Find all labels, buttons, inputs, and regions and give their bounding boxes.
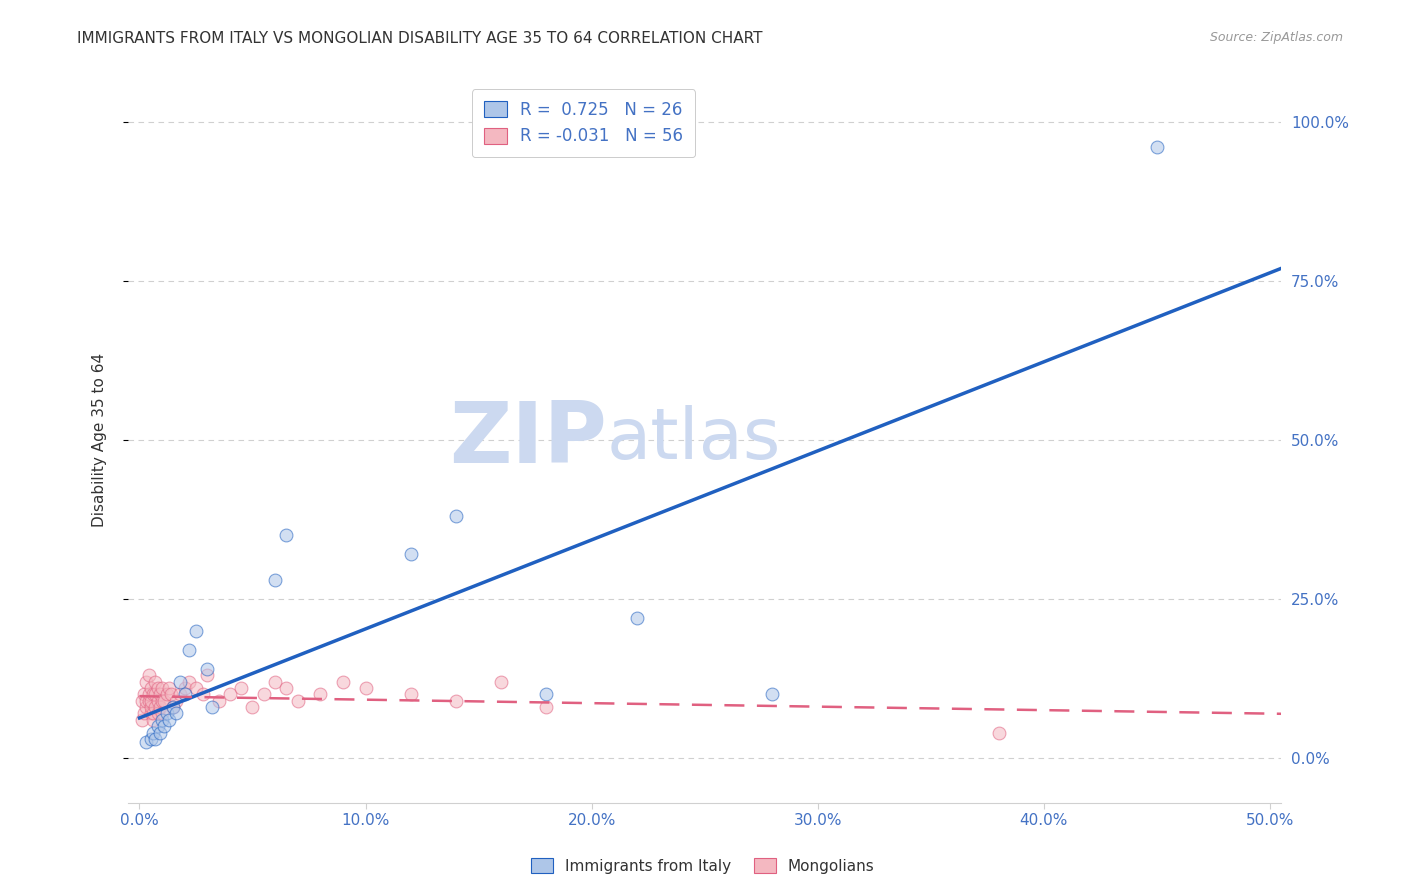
Point <box>162 700 184 714</box>
Text: IMMIGRANTS FROM ITALY VS MONGOLIAN DISABILITY AGE 35 TO 64 CORRELATION CHART: IMMIGRANTS FROM ITALY VS MONGOLIAN DISAB… <box>77 31 763 46</box>
Point <box>160 687 183 701</box>
Point <box>179 674 201 689</box>
Point <box>131 713 153 727</box>
Point <box>179 643 201 657</box>
Point <box>146 706 169 721</box>
Text: atlas: atlas <box>606 406 780 475</box>
Text: ZIP: ZIP <box>449 399 606 482</box>
Point <box>150 694 173 708</box>
Point <box>195 668 218 682</box>
Point <box>207 694 229 708</box>
Point <box>135 674 157 689</box>
Point <box>146 694 169 708</box>
Point <box>276 528 298 542</box>
Point <box>157 713 180 727</box>
Point <box>276 681 298 695</box>
Point <box>165 706 187 721</box>
Point <box>169 687 191 701</box>
Point <box>536 687 558 701</box>
Point <box>135 700 157 714</box>
Y-axis label: Disability Age 35 to 64: Disability Age 35 to 64 <box>93 353 107 527</box>
Point <box>444 509 467 524</box>
Point <box>287 694 309 708</box>
Point <box>155 687 177 701</box>
Legend: Immigrants from Italy, Mongolians: Immigrants from Italy, Mongolians <box>526 852 880 880</box>
Point <box>143 687 166 701</box>
Point <box>536 700 558 714</box>
Point <box>157 681 180 695</box>
Point <box>149 725 172 739</box>
Point <box>153 719 176 733</box>
Point <box>253 687 276 701</box>
Point <box>987 725 1010 739</box>
Point <box>142 706 165 721</box>
Point <box>132 706 155 721</box>
Point <box>399 687 422 701</box>
Point <box>242 700 264 714</box>
Point <box>264 573 287 587</box>
Point <box>162 700 184 714</box>
Point <box>143 731 166 746</box>
Point <box>139 731 162 746</box>
Point <box>149 700 172 714</box>
Point <box>155 706 177 721</box>
Point <box>139 706 162 721</box>
Point <box>195 662 218 676</box>
Point <box>191 687 214 701</box>
Point <box>138 687 160 701</box>
Point <box>131 694 153 708</box>
Point <box>332 674 354 689</box>
Point <box>1146 140 1168 154</box>
Point <box>173 687 195 701</box>
Point <box>135 694 157 708</box>
Point <box>150 681 173 695</box>
Point <box>149 687 172 701</box>
Point <box>150 706 173 721</box>
Point <box>444 694 467 708</box>
Point <box>139 700 162 714</box>
Point <box>761 687 783 701</box>
Point <box>489 674 512 689</box>
Point <box>309 687 332 701</box>
Point <box>150 713 173 727</box>
Point <box>142 725 165 739</box>
Point <box>139 681 162 695</box>
Point <box>143 700 166 714</box>
Point <box>184 624 207 638</box>
Point <box>135 735 157 749</box>
Point <box>184 681 207 695</box>
Point <box>146 719 169 733</box>
Point <box>143 674 166 689</box>
Point <box>142 687 165 701</box>
Point <box>142 713 165 727</box>
Point <box>219 687 242 701</box>
Point <box>132 687 155 701</box>
Legend: R =  0.725   N = 26, R = -0.031   N = 56: R = 0.725 N = 26, R = -0.031 N = 56 <box>472 89 695 157</box>
Point <box>139 694 162 708</box>
Point <box>399 548 422 562</box>
Point <box>626 611 648 625</box>
Point <box>201 700 224 714</box>
Point <box>146 681 169 695</box>
Point <box>165 694 187 708</box>
Text: Source: ZipAtlas.com: Source: ZipAtlas.com <box>1209 31 1343 45</box>
Point <box>354 681 377 695</box>
Point <box>173 681 195 695</box>
Point <box>169 674 191 689</box>
Point <box>153 694 176 708</box>
Point <box>138 668 160 682</box>
Point <box>138 694 160 708</box>
Point <box>231 681 253 695</box>
Point <box>264 674 287 689</box>
